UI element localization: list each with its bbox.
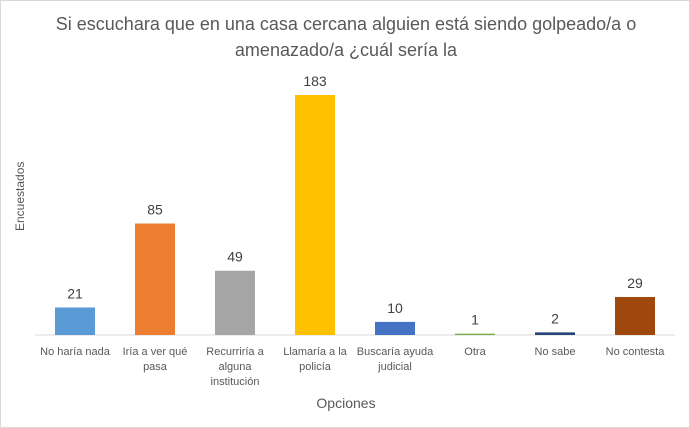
x-tick-label: No contesta bbox=[606, 346, 666, 358]
x-tick-label: Llamaría a la policía bbox=[283, 346, 347, 373]
data-label: 2 bbox=[551, 310, 559, 326]
x-tick-label: Buscaría ayuda judicial bbox=[357, 346, 434, 373]
bar bbox=[375, 321, 415, 335]
data-label: 49 bbox=[227, 249, 243, 265]
data-label: 1 bbox=[471, 312, 479, 328]
bar bbox=[295, 95, 335, 335]
x-tick-label: Iría a ver qué pasa bbox=[123, 346, 188, 373]
x-tick-label: No sabe bbox=[535, 346, 576, 358]
data-label: 10 bbox=[387, 300, 403, 316]
data-label: 85 bbox=[147, 202, 163, 218]
bar bbox=[135, 223, 175, 335]
x-tick-label: Recurriría a alguna institución bbox=[206, 346, 264, 388]
bar bbox=[535, 332, 575, 335]
data-label: 183 bbox=[303, 73, 327, 89]
data-label: 29 bbox=[627, 275, 643, 291]
bar bbox=[455, 333, 495, 335]
bar bbox=[55, 307, 95, 335]
chart-title: Si escuchara que en una casa cercana alg… bbox=[55, 14, 637, 60]
data-label: 21 bbox=[67, 285, 83, 301]
bar bbox=[215, 270, 255, 335]
bar bbox=[615, 296, 655, 335]
x-tick-label: Otra bbox=[464, 346, 486, 358]
x-axis-label: Opciones bbox=[316, 395, 376, 411]
x-tick-label: No haría nada bbox=[40, 346, 111, 358]
